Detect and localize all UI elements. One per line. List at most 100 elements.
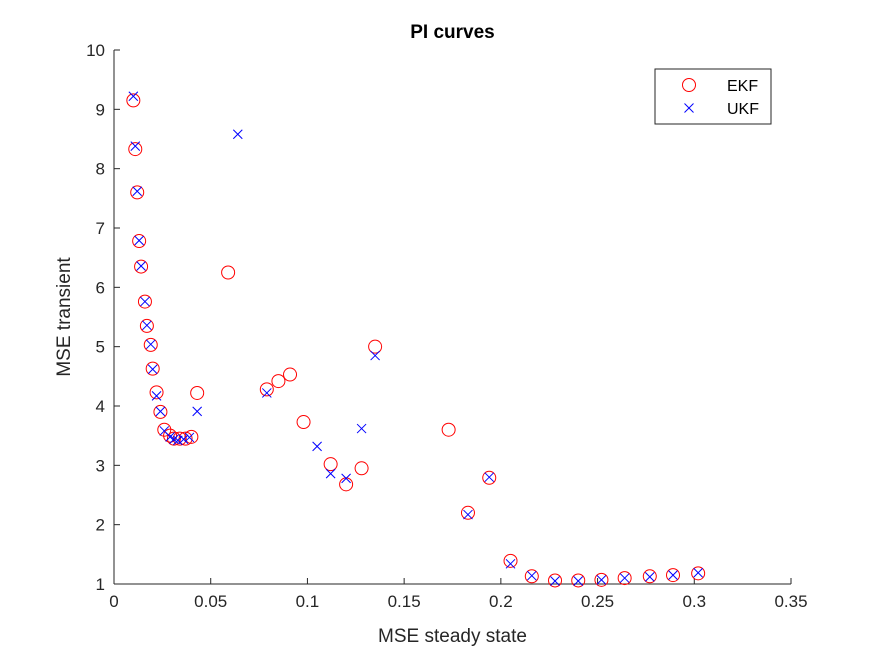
ukf-point bbox=[325, 468, 336, 479]
ekf-point bbox=[617, 571, 632, 586]
ukf-point bbox=[526, 570, 537, 581]
ukf-point bbox=[341, 473, 351, 484]
ekf-point bbox=[296, 415, 311, 430]
ekf-point bbox=[283, 367, 298, 382]
data-points bbox=[126, 91, 706, 588]
x-tick-label: 0.25 bbox=[581, 592, 614, 611]
y-tick-label: 10 bbox=[86, 41, 105, 60]
plot-area bbox=[114, 50, 791, 584]
ukf-point bbox=[184, 432, 195, 443]
ekf-point bbox=[134, 259, 149, 274]
ekf-point bbox=[691, 566, 706, 581]
ekf-point bbox=[323, 457, 338, 472]
ukf-point bbox=[668, 570, 678, 580]
ekf-point bbox=[482, 470, 497, 485]
ekf-point bbox=[259, 382, 274, 397]
ukf-point bbox=[644, 572, 655, 582]
ukf-point bbox=[130, 141, 141, 151]
ukf-point bbox=[136, 261, 146, 271]
ekf-point bbox=[163, 428, 178, 443]
ukf-point bbox=[140, 296, 150, 307]
ukf-point bbox=[550, 576, 560, 586]
ukf-point bbox=[145, 339, 156, 350]
ekf-point bbox=[166, 431, 181, 446]
ekf-point bbox=[145, 361, 160, 376]
ekf-point bbox=[571, 573, 586, 588]
legend-box bbox=[654, 68, 772, 125]
ekf-point bbox=[368, 339, 383, 354]
y-tick-label: 9 bbox=[96, 100, 105, 119]
ukf-point bbox=[134, 235, 144, 246]
ukf-point bbox=[128, 91, 139, 102]
x-tick-label: 0.35 bbox=[774, 592, 807, 611]
ukf-point bbox=[370, 350, 380, 361]
ukf-point bbox=[155, 406, 166, 417]
ukf-point bbox=[261, 388, 272, 398]
legend-label-ekf: EKF bbox=[727, 78, 758, 95]
ekf-point bbox=[642, 569, 657, 584]
ekf-point bbox=[354, 461, 369, 476]
ekf-point bbox=[503, 553, 518, 568]
y-tick-label: 7 bbox=[96, 219, 105, 238]
x-tick-label: 0.2 bbox=[489, 592, 513, 611]
ukf-point bbox=[619, 573, 630, 583]
ekf-point bbox=[132, 234, 147, 249]
ekf-point bbox=[157, 422, 172, 437]
ukf-point bbox=[596, 574, 607, 585]
ekf-point bbox=[184, 429, 199, 444]
y-tick-label: 3 bbox=[96, 456, 105, 475]
ukf-point bbox=[232, 129, 243, 140]
x-tick-label: 0.15 bbox=[388, 592, 421, 611]
ekf-point bbox=[271, 374, 286, 389]
ukf-point bbox=[312, 441, 322, 452]
ekf-point bbox=[190, 385, 205, 400]
legend-marker-ekf bbox=[682, 78, 696, 92]
ukf-point bbox=[505, 558, 516, 569]
x-tick-label: 0.3 bbox=[682, 592, 706, 611]
ekf-point bbox=[524, 569, 539, 584]
y-tick-label: 6 bbox=[96, 278, 105, 297]
ukf-point bbox=[178, 434, 189, 445]
ekf-point bbox=[221, 265, 236, 280]
y-tick-label: 1 bbox=[96, 575, 105, 594]
x-tick-label: 0.1 bbox=[296, 592, 320, 611]
y-tick-label: 2 bbox=[96, 516, 105, 535]
ekf-point bbox=[153, 404, 168, 419]
x-tick-label: 0.05 bbox=[194, 592, 227, 611]
ukf-point bbox=[142, 320, 152, 331]
ukf-point bbox=[484, 472, 495, 483]
legend-marker-ukf bbox=[684, 103, 694, 113]
ekf-point bbox=[149, 385, 164, 400]
ekf-point bbox=[137, 294, 152, 309]
y-axis-label: MSE transient bbox=[54, 257, 75, 377]
ukf-point bbox=[151, 391, 162, 401]
ekf-point bbox=[460, 505, 475, 520]
x-axis-label: MSE steady state bbox=[378, 626, 527, 647]
y-tick-label: 8 bbox=[96, 160, 105, 179]
ukf-point bbox=[172, 435, 183, 446]
chart-title: PI curves bbox=[410, 22, 495, 43]
ukf-point bbox=[169, 434, 179, 445]
ekf-point bbox=[594, 572, 609, 587]
ukf-point bbox=[147, 364, 158, 375]
ukf-point bbox=[693, 567, 704, 578]
legend-label-ukf: UKF bbox=[727, 101, 759, 118]
ekf-point bbox=[126, 93, 141, 108]
ekf-point bbox=[128, 142, 143, 157]
ekf-point bbox=[548, 573, 563, 588]
legend: EKF UKF bbox=[654, 68, 772, 125]
series-ekf bbox=[126, 93, 706, 588]
ukf-point bbox=[573, 576, 584, 586]
ukf-point bbox=[192, 406, 203, 417]
ukf-point bbox=[463, 509, 473, 520]
series-ukf bbox=[128, 91, 704, 586]
ekf-point bbox=[666, 568, 681, 583]
y-tick-label: 5 bbox=[96, 338, 105, 357]
ekf-point bbox=[441, 422, 456, 437]
axes: 0 0.05 0.1 0.15 0.2 0.25 0.3 0.35 1 2 3 4 5 6 7 8 9 10 bbox=[86, 41, 807, 611]
ekf-point bbox=[143, 337, 158, 352]
ukf-point bbox=[132, 186, 143, 197]
ekf-point bbox=[130, 185, 145, 200]
y-tick-label: 4 bbox=[96, 397, 105, 416]
